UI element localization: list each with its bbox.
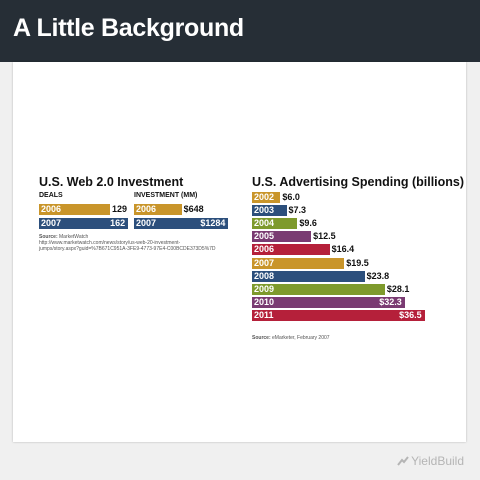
adspend-bar-2009: 2009 bbox=[252, 283, 385, 295]
adspend-source-name: eMarketer, February 2007 bbox=[272, 335, 330, 341]
adspend-bar-label-2011: 2011 bbox=[254, 309, 274, 320]
investment-header: INVESTMENT (MM) bbox=[134, 192, 198, 199]
adspend-value-label-2011: $36.5 bbox=[399, 309, 422, 320]
adspend-source: Source: eMarketer, February 2007 bbox=[252, 335, 330, 341]
logo-text: YieldBuild bbox=[411, 454, 464, 468]
adspend-value-label-2007: $19.5 bbox=[346, 257, 369, 268]
deals-value-label-2007: 162 bbox=[110, 218, 126, 228]
web20-source-name: MarketWatch bbox=[59, 234, 89, 240]
deals-bar-2006: 2006 bbox=[39, 204, 110, 215]
yieldbuild-logo: YieldBuild bbox=[397, 454, 464, 468]
web20-chart-title: U.S. Web 2.0 Investment bbox=[39, 175, 184, 189]
adspend-source-label: Source: bbox=[252, 335, 271, 341]
web20-source-url-1: http://www.marketwatch.com/news/story/us… bbox=[39, 240, 181, 247]
adspend-bar-label-2010: 2010 bbox=[254, 296, 275, 307]
investment-bar-label-2006: 2006 bbox=[136, 204, 157, 214]
adspend-chart-title: U.S. Advertising Spending (billions) bbox=[252, 175, 465, 189]
adspend-bar-label-2007: 2007 bbox=[254, 257, 275, 268]
adspend-bar-label-2005: 2005 bbox=[254, 231, 275, 242]
adspend-value-label-2009: $28.1 bbox=[386, 283, 410, 294]
deals-bar-2007: 2007 bbox=[39, 218, 129, 229]
web20-source-url-2: jumps/story.aspx?guid=%7B671C951A-3FE9-4… bbox=[39, 246, 216, 253]
web20-source-label: Source: bbox=[39, 234, 58, 240]
slide-canvas: U.S. Web 2.0 Investment DEALS INVESTMENT… bbox=[13, 62, 466, 442]
adspend-bar-2011: 2011 bbox=[252, 309, 425, 321]
adspend-bar-2008: 2008 bbox=[252, 270, 365, 282]
adspend-bar-label-2006: 2006 bbox=[254, 244, 275, 255]
deals-bar-label-2006: 2006 bbox=[41, 204, 62, 214]
adspend-value-label-2002: $6.0 bbox=[282, 192, 300, 202]
adspend-value-label-2006: $16.4 bbox=[331, 244, 355, 255]
investment-bar-2006: 2006 bbox=[134, 204, 182, 215]
adspend-bar-label-2003: 2003 bbox=[254, 205, 275, 216]
adspend-bar-2003: 2003 bbox=[252, 205, 287, 217]
logo-chevron-icon bbox=[397, 456, 409, 466]
adspend-bar-2002: 2002 bbox=[252, 192, 281, 203]
investment-value-label-2007: $1284 bbox=[200, 218, 226, 228]
adspend-bar-2006: 2006 bbox=[252, 244, 330, 256]
header-bar: A Little Background bbox=[0, 0, 480, 62]
adspend-bar-label-2008: 2008 bbox=[254, 270, 275, 281]
investment-bar-2007: 2007 bbox=[134, 218, 229, 229]
investment-bar-label-2007: 2007 bbox=[136, 218, 157, 228]
adspend-bar-2010: 2010 bbox=[252, 296, 405, 308]
adspend-value-label-2005: $12.5 bbox=[313, 231, 336, 242]
investment-value-label-2006: $648 bbox=[183, 204, 204, 214]
adspend-bar-2005: 2005 bbox=[252, 231, 312, 243]
adspend-bar-2007: 2007 bbox=[252, 257, 345, 269]
slide-title: A Little Background bbox=[13, 14, 244, 42]
adspend-value-label-2004: $9.6 bbox=[299, 218, 317, 229]
adspend-bar-2004: 2004 bbox=[252, 218, 298, 230]
deals-value-label-2006: 129 bbox=[111, 204, 127, 214]
adspend-value-label-2003: $7.3 bbox=[288, 205, 307, 216]
deals-header: DEALS bbox=[39, 192, 63, 199]
adspend-bar-label-2009: 2009 bbox=[254, 283, 275, 294]
adspend-value-label-2008: $23.8 bbox=[366, 270, 390, 281]
adspend-value-label-2010: $32.3 bbox=[379, 296, 402, 307]
web20-source: Source: MarketWatch http://www.marketwat… bbox=[39, 234, 216, 253]
adspend-bar-label-2004: 2004 bbox=[254, 218, 275, 229]
deals-bar-label-2007: 2007 bbox=[41, 218, 62, 228]
adspend-bar-label-2002: 2002 bbox=[254, 192, 275, 202]
